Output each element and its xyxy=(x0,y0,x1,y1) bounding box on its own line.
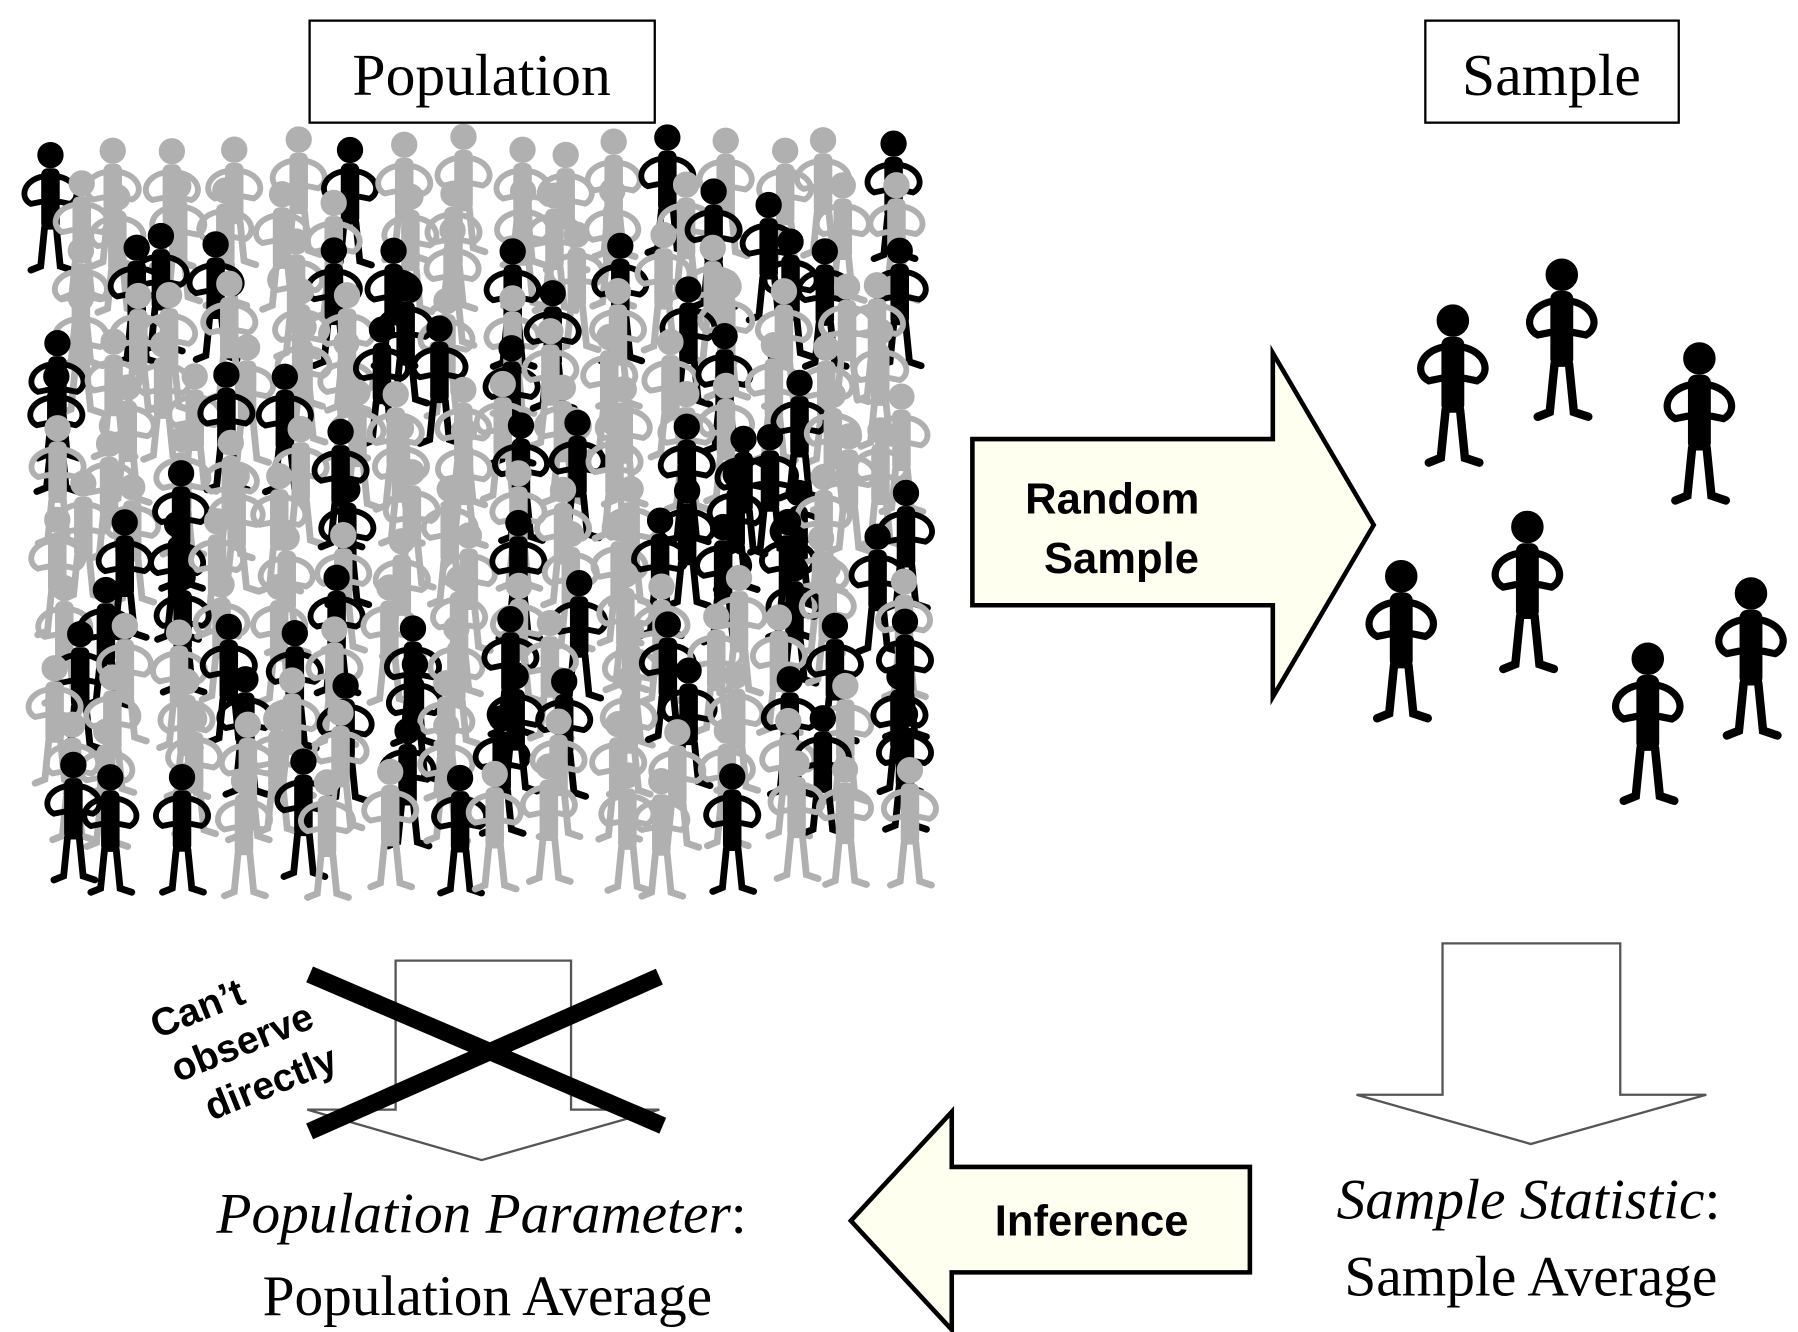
sample-box xyxy=(1424,19,1680,124)
inference-label: Inference xyxy=(995,1198,1189,1246)
person-icon xyxy=(1667,343,1731,501)
population-crowd xyxy=(24,124,936,897)
sample-people xyxy=(1369,259,1783,801)
person-icon xyxy=(1421,305,1485,463)
random-sample-label: Sample xyxy=(1044,535,1199,583)
person-icon xyxy=(1369,561,1433,719)
cross-line xyxy=(306,968,663,1140)
sample-down-arrow xyxy=(1356,942,1707,1146)
random-sample-label: Random xyxy=(1025,476,1199,524)
term: Sample Statistic xyxy=(1337,1169,1705,1232)
separator: : xyxy=(1704,1169,1720,1232)
sample-value: Sample Average xyxy=(1344,1245,1717,1308)
sample-term: Sample Statistic: xyxy=(1337,1169,1721,1232)
inference-arrow xyxy=(847,1106,1253,1332)
population-label: Population xyxy=(352,42,610,108)
population-value: Population Average xyxy=(263,1265,712,1328)
person-icon xyxy=(1530,259,1594,417)
person-icon xyxy=(1495,511,1559,669)
population-box xyxy=(308,19,656,124)
person-icon xyxy=(706,764,758,892)
random-sample-arrow xyxy=(970,344,1377,706)
person-icon xyxy=(1616,643,1680,801)
person-icon xyxy=(469,761,521,889)
term: Population Parameter xyxy=(216,1182,732,1245)
population-term: Population Parameter: xyxy=(216,1182,747,1245)
person-icon xyxy=(1719,578,1783,736)
sample-label: Sample xyxy=(1462,42,1641,108)
person-icon xyxy=(218,768,270,896)
person-icon xyxy=(84,765,136,893)
separator: : xyxy=(731,1182,747,1245)
